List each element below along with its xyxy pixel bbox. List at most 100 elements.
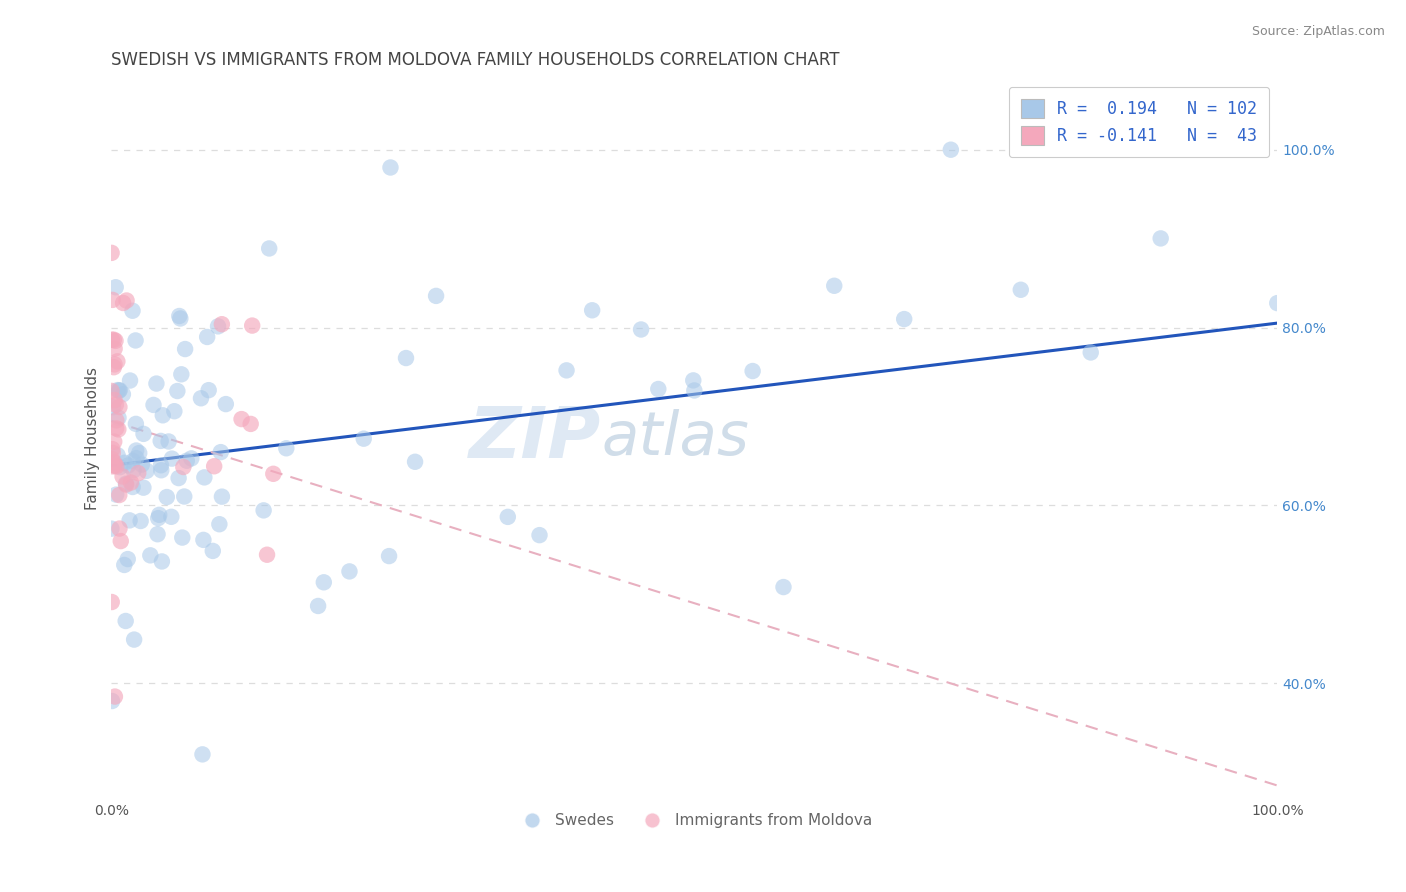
Point — [122, 463, 145, 477]
Point — [105, 421, 128, 435]
Point — [104, 342, 127, 356]
Point — [108, 400, 131, 414]
Point — [312, 575, 335, 590]
Point — [104, 458, 127, 473]
Y-axis label: Family Households: Family Households — [86, 368, 100, 510]
Point — [108, 488, 131, 502]
Point — [121, 480, 143, 494]
Point — [103, 357, 125, 371]
Point — [114, 456, 136, 470]
Point — [118, 374, 141, 388]
Point — [207, 319, 229, 334]
Point — [197, 383, 219, 397]
Point — [105, 487, 128, 501]
Point — [156, 490, 179, 504]
Point — [105, 459, 128, 474]
Point — [100, 452, 122, 467]
Point — [683, 384, 706, 398]
Point — [630, 322, 652, 336]
Point — [823, 278, 845, 293]
Text: SWEDISH VS IMMIGRANTS FROM MOLDOVA FAMILY HOUSEHOLDS CORRELATION CHART: SWEDISH VS IMMIGRANTS FROM MOLDOVA FAMIL… — [111, 51, 839, 69]
Point — [101, 459, 124, 474]
Point — [378, 549, 401, 563]
Point — [149, 434, 172, 448]
Point — [215, 397, 238, 411]
Point — [108, 522, 131, 536]
Point — [108, 384, 131, 398]
Point — [115, 476, 138, 491]
Point — [555, 363, 578, 377]
Point — [103, 434, 125, 449]
Point — [100, 595, 122, 609]
Point — [107, 383, 129, 397]
Point — [103, 456, 125, 470]
Point — [647, 382, 669, 396]
Point — [115, 477, 138, 491]
Point — [121, 303, 143, 318]
Legend: Swedes, Immigrants from Moldova: Swedes, Immigrants from Moldova — [510, 807, 879, 834]
Point — [110, 534, 132, 549]
Point — [772, 580, 794, 594]
Point — [166, 384, 188, 398]
Point — [157, 434, 180, 449]
Point — [193, 470, 215, 484]
Point — [104, 280, 127, 294]
Point — [380, 161, 402, 175]
Point — [1150, 231, 1173, 245]
Text: ZIP: ZIP — [468, 404, 602, 473]
Point — [121, 454, 143, 468]
Point — [239, 417, 262, 431]
Point — [125, 443, 148, 458]
Point — [120, 475, 142, 490]
Point — [339, 565, 361, 579]
Point — [191, 747, 214, 762]
Point — [148, 511, 170, 525]
Point — [195, 330, 218, 344]
Point — [167, 471, 190, 485]
Point — [117, 552, 139, 566]
Point — [132, 481, 155, 495]
Point — [160, 509, 183, 524]
Point — [353, 432, 375, 446]
Point — [101, 293, 124, 307]
Point — [124, 334, 146, 348]
Point — [104, 690, 127, 704]
Point — [107, 448, 129, 462]
Point — [122, 632, 145, 647]
Point — [172, 531, 194, 545]
Point — [108, 460, 131, 475]
Point — [231, 412, 253, 426]
Point — [103, 392, 125, 407]
Point — [100, 522, 122, 536]
Point — [101, 442, 124, 456]
Point — [152, 409, 174, 423]
Point — [208, 517, 231, 532]
Point — [129, 514, 152, 528]
Point — [276, 442, 298, 456]
Point — [256, 548, 278, 562]
Point — [201, 544, 224, 558]
Point — [425, 289, 447, 303]
Point — [190, 391, 212, 405]
Point — [173, 490, 195, 504]
Point — [105, 354, 128, 368]
Point — [108, 384, 131, 398]
Point — [169, 311, 191, 326]
Point — [150, 458, 173, 473]
Point — [202, 459, 225, 474]
Point — [117, 458, 139, 473]
Point — [150, 463, 173, 477]
Point — [145, 376, 167, 391]
Point — [132, 426, 155, 441]
Point — [104, 398, 127, 412]
Point — [105, 413, 128, 427]
Point — [262, 467, 284, 481]
Point — [211, 490, 233, 504]
Point — [101, 333, 124, 347]
Point — [180, 451, 202, 466]
Point — [101, 400, 124, 414]
Point — [150, 554, 173, 568]
Point — [103, 333, 125, 347]
Point — [163, 404, 186, 418]
Point — [160, 451, 183, 466]
